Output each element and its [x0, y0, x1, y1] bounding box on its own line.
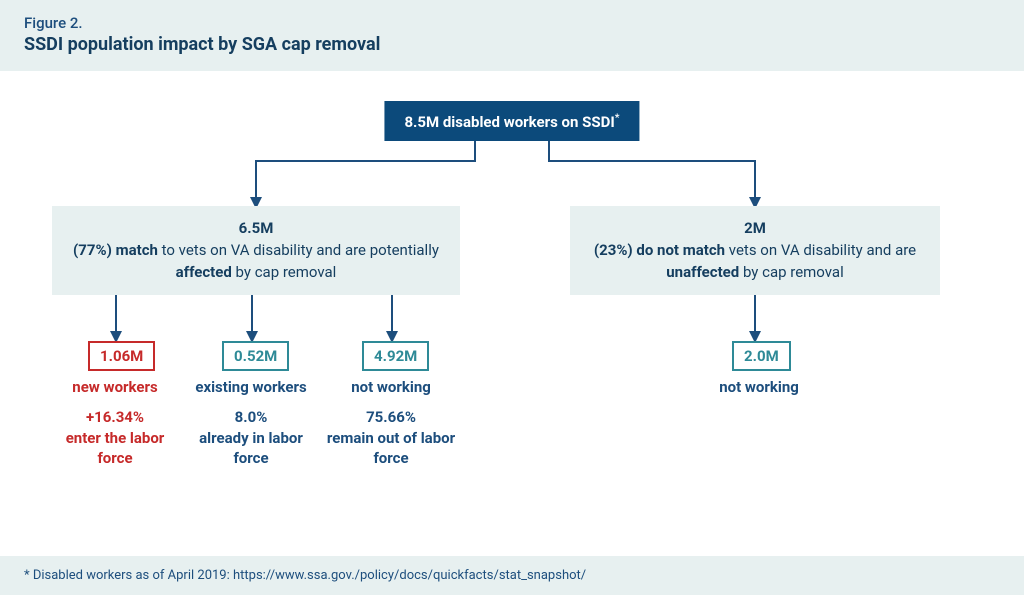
figure-number: Figure 2. [24, 14, 1000, 32]
leaf-label2: already in labor force [186, 428, 316, 469]
branch-right-pct: (23%) [594, 241, 633, 259]
root-node: 8.5M disabled workers on SSDI* [384, 101, 639, 141]
branch-left-aff: affected [176, 263, 232, 281]
chart-area: 8.5M disabled workers on SSDI* 6.5M (77%… [0, 71, 1024, 531]
footnote: * Disabled workers as of April 2019: htt… [0, 556, 1024, 595]
leaf-pct: 75.66% [326, 407, 456, 427]
figure-header: Figure 2. SSDI population impact by SGA … [0, 0, 1024, 71]
branch-right-rest1: vets on VA disability and are [725, 241, 916, 259]
branch-right-match: do not match [636, 241, 725, 259]
leaf-block-new-workers: new workers +16.34% enter the labor forc… [50, 377, 180, 468]
leaf-value-not-working-b: 2.0M [732, 341, 791, 371]
leaf-label1: new workers [50, 377, 180, 397]
root-label: 8.5M disabled workers on SSDI [404, 113, 614, 131]
branch-right-aff: unaffected [666, 263, 739, 281]
leaf-pct: +16.34% [50, 407, 180, 427]
branch-right-rest2: by cap removal [739, 263, 844, 281]
leaf-block-existing-workers: existing workers 8.0% already in labor f… [186, 377, 316, 468]
leaf-block-not-working-b: not working [694, 377, 824, 397]
leaf-block-not-working-a: not working 75.66% remain out of labor f… [326, 377, 456, 468]
branch-left-rest2: by cap removal [232, 263, 337, 281]
root-asterisk: * [615, 111, 620, 124]
branch-box-nomatch: 2M (23%) do not match vets on VA disabil… [570, 206, 940, 295]
branch-left-match: match [116, 241, 158, 259]
leaf-label2: enter the labor force [50, 428, 180, 469]
leaf-label1: not working [694, 377, 824, 397]
branch-right-count: 2M [584, 218, 926, 240]
branch-left-pct: (77%) [73, 241, 112, 259]
leaf-label1: not working [326, 377, 456, 397]
branch-left-rest1: to vets on VA disability and are potenti… [158, 241, 439, 259]
leaf-label2: remain out of labor force [326, 428, 456, 469]
leaf-pct: 8.0% [186, 407, 316, 427]
leaf-value-new-workers: 1.06M [88, 341, 155, 371]
leaf-value-existing-workers: 0.52M [222, 341, 289, 371]
figure-title: SSDI population impact by SGA cap remova… [24, 34, 1000, 55]
branch-left-count: 6.5M [66, 218, 446, 240]
leaf-value-not-working-a: 4.92M [362, 341, 429, 371]
branch-box-match: 6.5M (77%) match to vets on VA disabilit… [52, 206, 460, 295]
leaf-label1: existing workers [186, 377, 316, 397]
